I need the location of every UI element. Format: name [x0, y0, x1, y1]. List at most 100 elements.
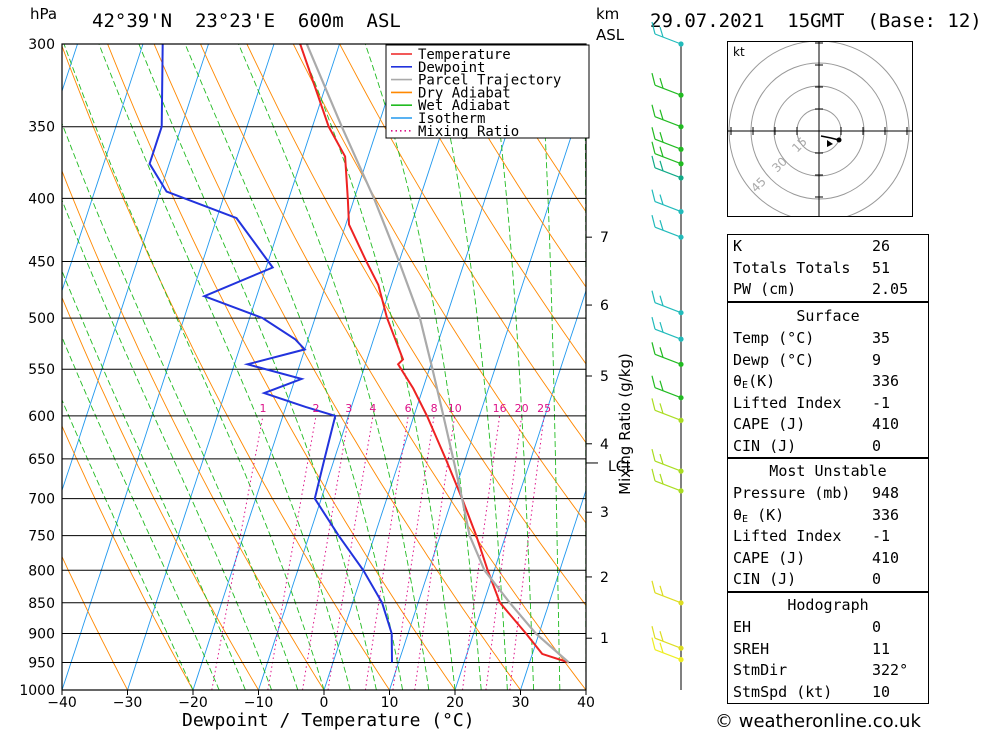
pressure-tick-label: 950 — [28, 655, 55, 671]
mixing-ratio-line — [414, 415, 456, 690]
height-tick-label: 2 — [600, 570, 609, 586]
mixing-ratio-line — [462, 415, 501, 690]
wet-adiabat-line — [184, 44, 404, 690]
wet-adiabat-line — [138, 44, 377, 690]
mixing-ratio-tick-label: 25 — [537, 402, 551, 415]
wind-barb — [651, 104, 684, 130]
pressure-tick-label: 650 — [28, 452, 55, 468]
legend-label: Parcel Trajectory — [418, 73, 561, 89]
height-tick-label: 4 — [600, 437, 609, 453]
height-tick-label: 7 — [600, 230, 609, 246]
index-row: PW (cm) 2.05 — [733, 280, 909, 299]
isotherm-line — [62, 44, 144, 293]
mixing-ratio-line — [509, 415, 545, 690]
wet-adiabat-line — [63, 44, 325, 690]
mixing-ratio-axis-label: Mixing Ratio (g/kg) — [616, 353, 634, 495]
pressure-tick-label: 750 — [28, 529, 55, 545]
plot-frame — [61, 43, 587, 691]
wind-barb — [651, 375, 684, 401]
wind-barb — [651, 141, 684, 167]
height-unit-asl: ASL — [596, 26, 625, 44]
copyright-text: © weatheronline.co.uk — [715, 711, 921, 732]
storm-motion-marker — [836, 137, 842, 143]
isotherm-line — [192, 44, 406, 690]
mixing-ratio-tick-label: 2 — [312, 402, 319, 415]
dry-adiabat-line — [990, 44, 1000, 690]
wind-barb — [651, 290, 684, 316]
mixing-ratio-line — [302, 415, 350, 690]
legend-label: Dewpoint — [418, 60, 485, 76]
mixing-ratio-line — [364, 415, 409, 690]
isotherm-line — [323, 44, 537, 690]
pressure-tick-label: 300 — [28, 37, 55, 53]
temperature-tick-label: −20 — [178, 695, 208, 711]
legend-box — [385, 44, 590, 139]
legend-label: Isotherm — [418, 111, 485, 127]
hodograph-ring-label: 15 — [789, 134, 810, 155]
most-unstable-table: Most Unstable Pressure (mb) 948 θE (K) 336… — [727, 458, 929, 592]
wind-barb — [651, 342, 684, 367]
dewpoint-profile — [148, 44, 393, 663]
surface-cin-row: CIN (J) 0 — [733, 437, 882, 455]
wind-barb — [651, 398, 684, 423]
mixing-ratio-tick-label: 1 — [259, 402, 266, 415]
wind-barb — [651, 316, 684, 342]
isotherm-line — [520, 488, 586, 690]
hodograph-table: Hodograph EH 0 SREH 11 StmDir 322° StmSpd (… — [727, 592, 929, 704]
dry-adiabat-line — [943, 44, 1000, 690]
legend-label: Dry Adiabat — [418, 85, 511, 101]
wet-adiabat-line — [429, 44, 508, 690]
lcl-label: LCL — [608, 459, 634, 475]
height-tick-label: 5 — [600, 369, 609, 385]
wet-adiabat-line — [539, 44, 561, 690]
temperature-tick-label: 40 — [577, 695, 595, 711]
hodograph-unit-label: kt — [733, 45, 745, 59]
isotherm-line — [454, 289, 586, 690]
mixing-ratio-tick-label: 4 — [369, 402, 376, 415]
x-axis-title: Dewpoint / Temperature (°C) — [182, 710, 475, 731]
isotherm-line — [62, 44, 275, 690]
datetime-title: 29.07.2021 15GMT (Base: 12) — [650, 10, 982, 32]
wind-barb — [651, 580, 684, 606]
index-row: K 26 — [733, 237, 891, 255]
wet-adiabat-line — [62, 122, 299, 690]
legend-label: Wet Adiabat — [418, 98, 511, 114]
temperature-tick-label: −10 — [244, 695, 274, 711]
wind-barb — [651, 72, 684, 98]
wind-barb — [651, 468, 684, 494]
dry-adiabat-line — [432, 44, 586, 288]
dry-adiabat-line — [385, 44, 586, 365]
parcel-trajectory-profile — [305, 44, 570, 664]
wind-barb — [651, 626, 684, 651]
wet-adiabat-line — [298, 44, 456, 690]
pressure-tick-label: 350 — [28, 120, 55, 136]
dry-adiabat-line — [339, 44, 586, 444]
pressure-tick-label: 500 — [28, 311, 55, 327]
isotherm-line — [127, 44, 340, 690]
temperature-tick-label: 20 — [446, 695, 464, 711]
wind-barb — [651, 127, 684, 152]
wet-adiabat-line — [488, 44, 535, 690]
isotherm-line — [0, 44, 12, 690]
wet-adiabat-line — [364, 44, 482, 690]
wind-barb — [651, 448, 684, 474]
location-title: 42°39'N 23°23'E 600m ASL — [92, 10, 401, 32]
mixing-ratio-line — [392, 415, 435, 690]
surface-temp-row: Temp (°C) 35 — [733, 329, 891, 347]
dry-adiabat-line — [62, 169, 325, 690]
temperature-tick-label: −40 — [47, 695, 77, 711]
most-unstable-title: Most Unstable — [769, 462, 887, 480]
surface-title: Surface — [796, 307, 860, 325]
hodograph-table-title: Hodograph — [787, 596, 869, 614]
mixing-ratio-line — [211, 415, 264, 690]
pressure-tick-label: 450 — [28, 255, 55, 271]
mixing-ratio-line — [267, 415, 317, 690]
mu-pressure-row: Pressure (mb) 948 — [733, 484, 900, 502]
wind-barb — [651, 155, 684, 181]
legend-label: Temperature — [418, 47, 511, 63]
pressure-tick-label: 400 — [28, 191, 55, 207]
surface-dewp-row: Dewp (°C) 9 — [733, 350, 882, 369]
hodograph-ring-label: 30 — [769, 154, 790, 175]
index-row: Totals Totals 51 — [733, 258, 891, 277]
wind-barb — [651, 215, 684, 240]
